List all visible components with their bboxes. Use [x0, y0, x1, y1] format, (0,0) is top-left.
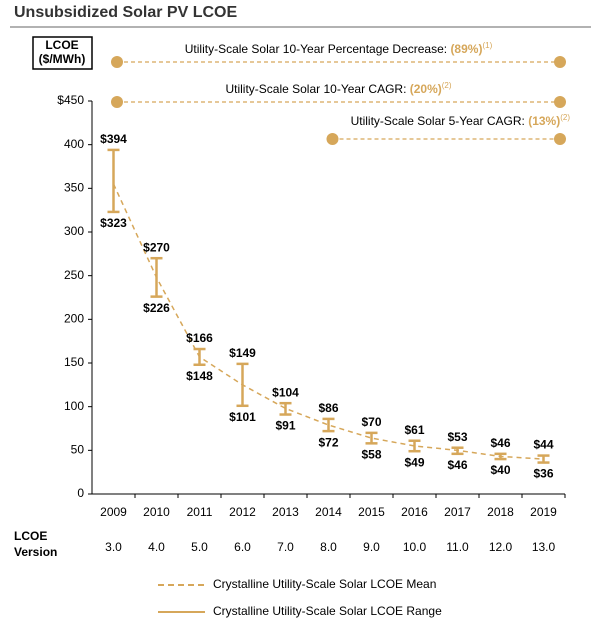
x-tick-label: 2016: [401, 505, 428, 519]
annotation-dot: [111, 56, 123, 68]
version-value: 5.0: [191, 540, 208, 554]
low-label: $323: [100, 216, 127, 230]
legend-label: Crystalline Utility-Scale Solar LCOE Ran…: [213, 604, 442, 618]
y-tick-label: 350: [64, 181, 84, 195]
low-label: $148: [186, 369, 213, 383]
version-value: 11.0: [446, 540, 469, 554]
low-label: $58: [361, 448, 381, 462]
low-label: $49: [404, 455, 424, 469]
low-label: $46: [447, 458, 467, 472]
x-tick-label: 2010: [143, 505, 170, 519]
version-label: LCOE: [14, 529, 47, 543]
annotation-value: (89%): [450, 42, 482, 56]
high-label: $70: [361, 415, 381, 429]
low-label: $40: [490, 463, 510, 477]
x-tick-label: 2012: [229, 505, 256, 519]
y-tick-label: 50: [71, 443, 85, 457]
high-label: $149: [229, 346, 256, 360]
y-tick-label: 150: [64, 355, 84, 369]
version-value: 12.0: [489, 540, 513, 554]
high-label: $61: [404, 423, 424, 437]
annotation-dot: [326, 133, 339, 145]
high-label: $104: [272, 385, 299, 399]
low-label: $101: [229, 410, 256, 424]
y-tick-label: 0: [77, 486, 84, 500]
annotation-dot: [554, 96, 566, 108]
annotation: Utility-Scale Solar 10-Year CAGR: (20%)(…: [225, 81, 451, 96]
version-value: 13.0: [532, 540, 556, 554]
x-tick-label: 2017: [444, 505, 471, 519]
y-label: LCOE: [45, 38, 78, 52]
high-label: $394: [100, 132, 127, 146]
y-label: ($/MWh): [39, 52, 86, 66]
chart-title: Unsubsidized Solar PV LCOE: [14, 4, 237, 21]
version-value: 8.0: [320, 540, 337, 554]
annotation-dot: [554, 56, 566, 68]
y-label-box: [32, 36, 93, 70]
annotation: Utility-Scale Solar 10-Year Percentage D…: [185, 41, 493, 56]
annotation-dot: [111, 96, 123, 108]
high-label: $46: [490, 436, 510, 450]
annotation-dot: [554, 133, 566, 145]
x-tick-label: 2013: [272, 505, 299, 519]
legend-label: Crystalline Utility-Scale Solar LCOE Mea…: [213, 577, 436, 591]
version-label: Version: [14, 545, 57, 559]
annotation: Utility-Scale Solar 5-Year CAGR: (13%)(2…: [351, 113, 571, 128]
high-label: $270: [143, 240, 170, 254]
annotation-text: Utility-Scale Solar 10-Year CAGR:: [225, 82, 409, 96]
high-label: $53: [447, 430, 467, 444]
low-label: $91: [275, 419, 295, 433]
high-label: $44: [533, 438, 553, 452]
annotation-note: (2): [560, 113, 570, 122]
low-label: $36: [533, 467, 553, 481]
x-tick-label: 2011: [187, 505, 213, 519]
annotation-value: (20%): [410, 82, 442, 96]
version-value: 4.0: [148, 540, 165, 554]
high-label: $166: [186, 331, 213, 345]
mean-line: [112, 183, 544, 460]
version-value: 6.0: [234, 540, 251, 554]
x-tick-label: 2019: [530, 505, 557, 519]
annotation-note: (2): [442, 81, 452, 90]
low-label: $72: [318, 435, 338, 449]
y-tick-label: $450: [57, 93, 84, 107]
version-value: 3.0: [105, 540, 122, 554]
y-tick-label: 200: [64, 312, 84, 326]
high-label: $86: [318, 401, 338, 415]
version-value: 10.0: [403, 540, 427, 554]
version-value: 9.0: [363, 540, 380, 554]
annotation-text: Utility-Scale Solar 5-Year CAGR:: [351, 114, 529, 128]
version-value: 7.0: [277, 540, 294, 554]
low-label: $226: [143, 301, 170, 315]
annotation-text: Utility-Scale Solar 10-Year Percentage D…: [185, 42, 451, 56]
annotation-note: (1): [482, 41, 492, 50]
x-tick-label: 2018: [487, 505, 514, 519]
x-tick-label: 2014: [315, 505, 342, 519]
annotation-value: (13%): [528, 114, 560, 128]
y-tick-label: 250: [64, 268, 84, 282]
y-tick-label: 400: [64, 137, 84, 151]
y-tick-label: 300: [64, 224, 84, 238]
x-tick-label: 2015: [358, 505, 385, 519]
y-tick-label: 100: [64, 399, 84, 413]
x-tick-label: 2009: [100, 505, 127, 519]
